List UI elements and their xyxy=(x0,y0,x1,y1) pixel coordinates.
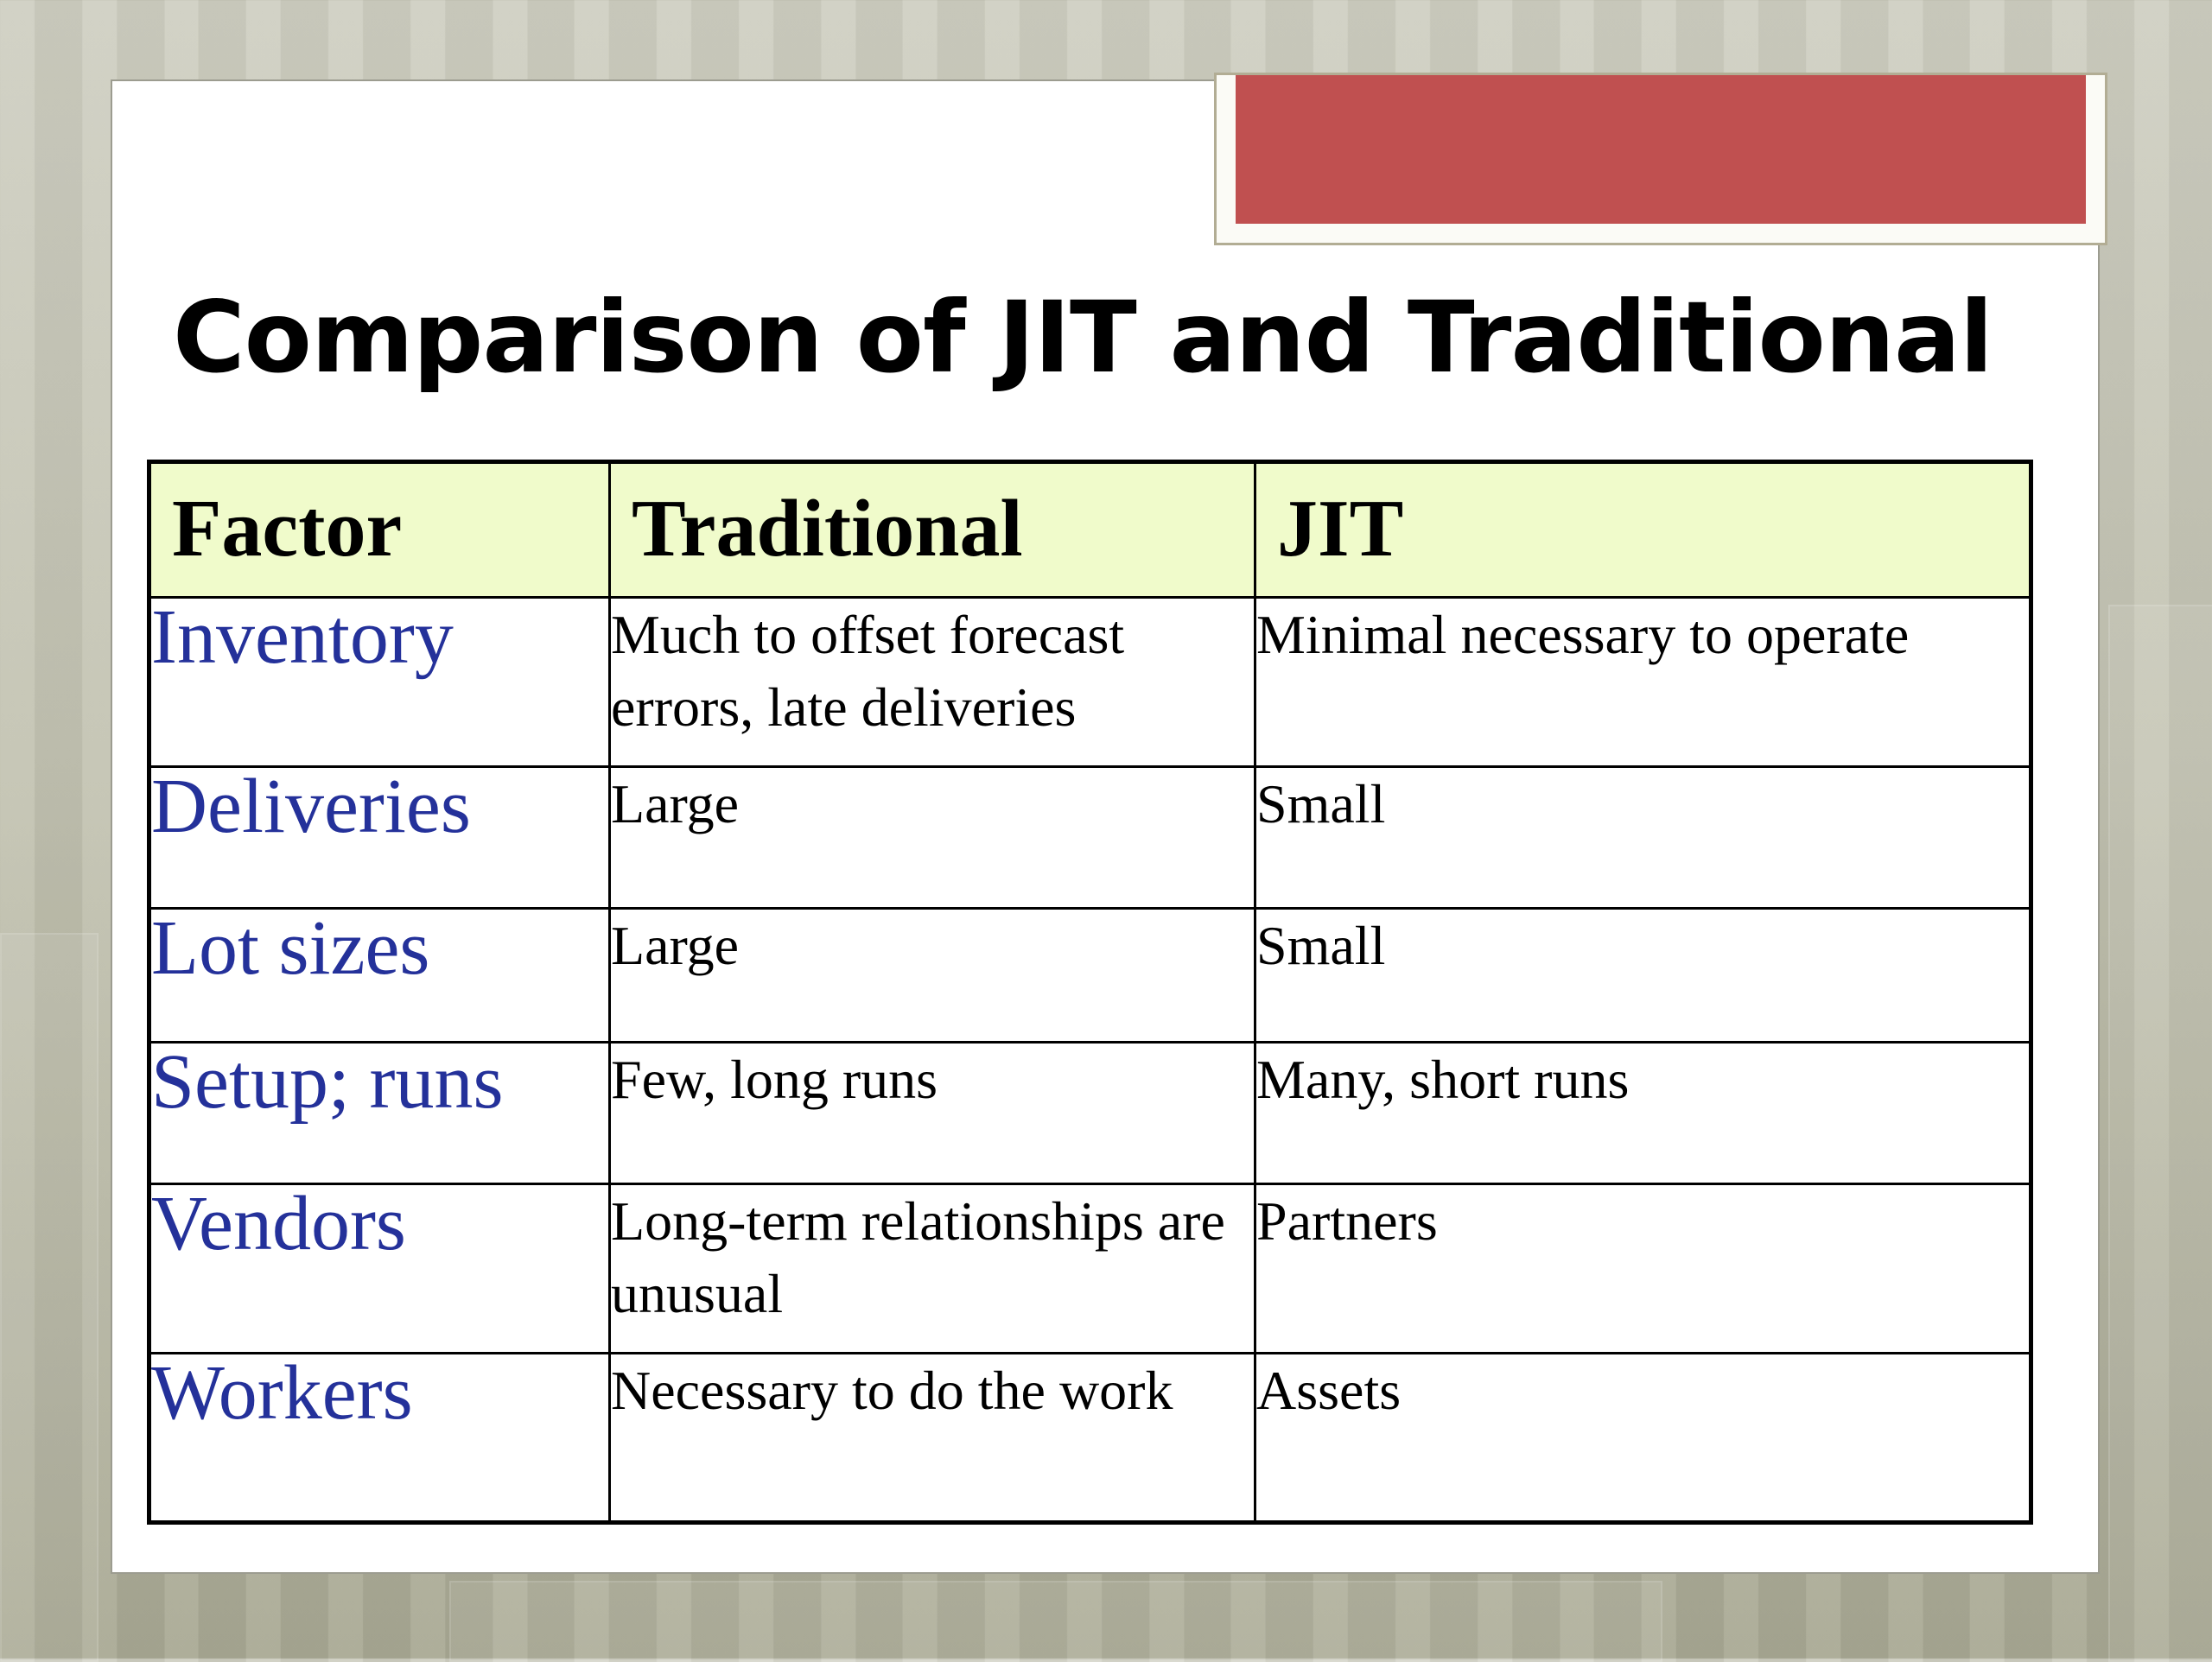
accent-bar xyxy=(1236,75,2086,224)
table-header-row: Factor Traditional JIT xyxy=(148,460,2032,599)
traditional-cell: Long-term relationships are unusual xyxy=(608,1183,1256,1354)
slide: Comparison of JIT and Traditional Factor… xyxy=(111,73,2107,1574)
traditional-cell: Large xyxy=(608,765,1256,910)
table-row: Lot sizes Large Small xyxy=(148,907,2032,1044)
traditional-cell: Necessary to do the work xyxy=(608,1352,1256,1524)
table-row: Deliveries Large Small xyxy=(148,765,2032,910)
background-panel-left xyxy=(0,933,99,1662)
accent-frame xyxy=(1214,73,2107,245)
table-row: Inventory Much to offset forecast errors… xyxy=(148,596,2032,768)
jit-cell: Assets xyxy=(1254,1352,2032,1524)
jit-cell: Many, short runs xyxy=(1254,1041,2032,1185)
factor-cell: Deliveries xyxy=(148,765,611,910)
traditional-cell: Much to offset forecast errors, late del… xyxy=(608,596,1256,768)
jit-cell: Small xyxy=(1254,907,2032,1044)
jit-cell: Partners xyxy=(1254,1183,2032,1354)
factor-cell: Vendors xyxy=(148,1183,611,1354)
factor-cell: Inventory xyxy=(148,596,611,768)
comparison-table: Factor Traditional JIT Inventory Much to… xyxy=(147,460,2033,1525)
table-row: Vendors Long-term relationships are unus… xyxy=(148,1183,2032,1354)
traditional-cell: Few, long runs xyxy=(608,1041,1256,1185)
traditional-cell: Large xyxy=(608,907,1256,1044)
factor-cell: Setup; runs xyxy=(148,1041,611,1185)
background-panel-right xyxy=(2108,605,2212,1662)
jit-cell: Small xyxy=(1254,765,2032,910)
header-jit: JIT xyxy=(1254,460,2032,599)
header-traditional: Traditional xyxy=(608,460,1256,599)
factor-cell: Lot sizes xyxy=(148,907,611,1044)
header-factor: Factor xyxy=(148,460,611,599)
background-panel-bottom xyxy=(449,1581,1662,1662)
factor-cell: Workers xyxy=(148,1352,611,1524)
jit-cell: Minimal necessary to operate xyxy=(1254,596,2032,768)
table-row: Workers Necessary to do the work Assets xyxy=(148,1352,2032,1524)
slide-title: Comparison of JIT and Traditional xyxy=(173,280,1993,395)
table-row: Setup; runs Few, long runs Many, short r… xyxy=(148,1041,2032,1185)
